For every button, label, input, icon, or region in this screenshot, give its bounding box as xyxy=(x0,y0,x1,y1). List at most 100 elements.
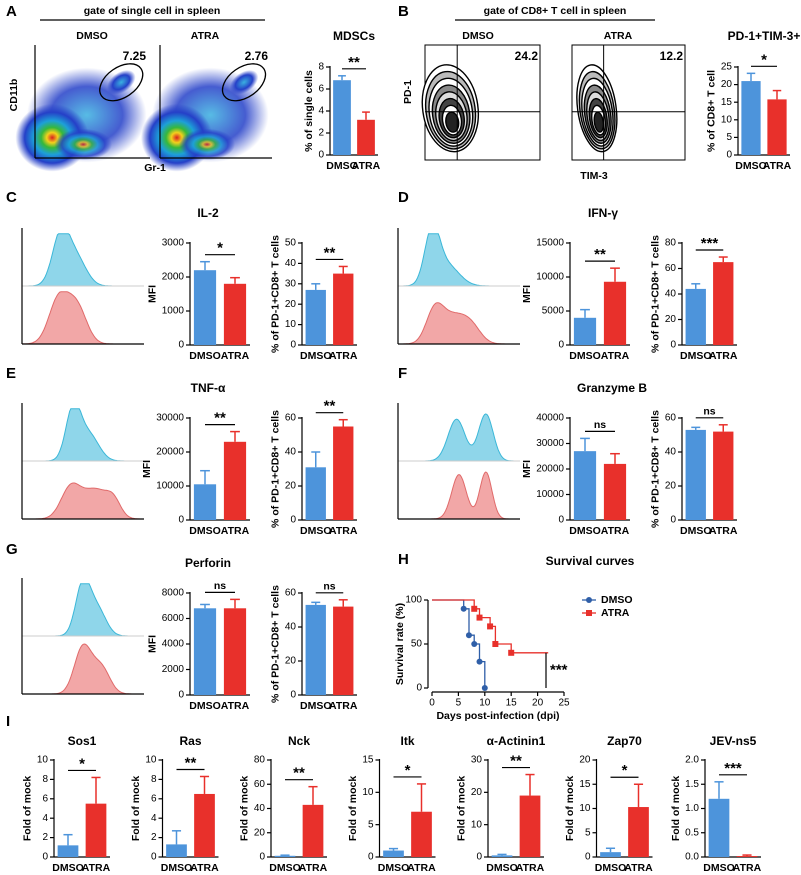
error-bar xyxy=(610,267,620,282)
chart-title: α-Actinin1 xyxy=(487,734,546,748)
histogram-title: IL-2 xyxy=(197,206,219,220)
error-bar xyxy=(388,847,399,851)
histogram-title: IFN-γ xyxy=(588,206,618,220)
y-tick-label: 100 xyxy=(405,595,422,606)
significance-label: *** xyxy=(701,235,719,252)
bar xyxy=(223,441,247,520)
panel-letter: G xyxy=(6,541,18,558)
significance-label: ** xyxy=(324,398,336,415)
error-bar xyxy=(311,283,321,290)
x-tick-label: ATRA xyxy=(221,525,250,537)
error-bar xyxy=(605,847,616,853)
error-bar xyxy=(742,854,752,857)
x-tick-label: ATRA xyxy=(329,525,358,537)
x-tick-label: ATRA xyxy=(733,862,762,874)
y-tick-label: 20 xyxy=(285,299,297,310)
y-axis-label: MFI xyxy=(141,460,153,478)
y-tick-label: 30000 xyxy=(156,413,184,424)
bar xyxy=(193,608,217,695)
chart-title: MDSCs xyxy=(333,29,375,43)
y-axis-label: Survival rate (%) xyxy=(394,603,406,685)
y-tick-label: 1000 xyxy=(162,306,185,317)
y-tick-label: 1.0 xyxy=(685,803,699,814)
x-tick-label: DMSO xyxy=(189,350,221,362)
y-tick-label: 4 xyxy=(151,813,157,824)
chart-title: JEV-ns5 xyxy=(710,734,757,748)
bar xyxy=(357,119,375,155)
error-bar xyxy=(338,418,348,427)
y-tick-label: 0 xyxy=(416,683,422,694)
y-axis-label: Fold of mock xyxy=(564,776,576,841)
x-tick-label: DMSO xyxy=(300,350,332,362)
y-tick-label: 0 xyxy=(42,852,48,863)
y-tick-label: 2000 xyxy=(162,272,185,283)
y-tick-label: 40 xyxy=(285,447,297,458)
y-tick-label: 0 xyxy=(151,852,157,863)
y-tick-label: 4 xyxy=(318,106,324,117)
marker xyxy=(465,632,472,639)
significance-label: ** xyxy=(348,54,360,71)
y-axis-label: % of PD-1+CD8+ T cells xyxy=(650,410,662,528)
significance-label: ** xyxy=(324,244,336,261)
group-label: DMSO xyxy=(76,30,108,42)
gate-percent: 12.2 xyxy=(660,49,684,63)
gate-percent: 7.25 xyxy=(123,49,147,63)
y-tick-label: 4000 xyxy=(162,639,185,650)
bar xyxy=(166,844,187,857)
y-tick-label: 0 xyxy=(318,150,324,161)
y-tick-label: 0 xyxy=(670,340,676,351)
y-tick-label: 60 xyxy=(665,263,677,274)
bar xyxy=(708,798,730,857)
y-axis-label: MFI xyxy=(147,635,159,653)
y-tick-label: 0 xyxy=(558,340,564,351)
error-bar xyxy=(230,276,240,284)
y-axis-label: Fold of mock xyxy=(239,776,251,841)
y-tick-label: 8000 xyxy=(162,588,185,599)
cell-core xyxy=(179,128,236,161)
x-tick-label: ATRA xyxy=(709,350,738,362)
bar xyxy=(767,99,787,155)
x-tick-label: DMSO xyxy=(680,350,712,362)
bar xyxy=(305,604,326,695)
y-tick-label: 5 xyxy=(368,819,374,830)
y-tick-label: 15000 xyxy=(536,238,564,249)
significance-label: *** xyxy=(724,760,742,777)
group-label: DMSO xyxy=(462,30,494,42)
y-tick-label: 5000 xyxy=(542,306,565,317)
bar xyxy=(223,608,247,695)
x-tick-label: DMSO xyxy=(326,160,358,172)
y-tick-label: 0 xyxy=(178,515,184,526)
x-tick-label: ATRA xyxy=(763,160,792,172)
error-bar xyxy=(633,783,644,808)
panel-letter: E xyxy=(6,365,16,382)
y-tick-label: 20 xyxy=(285,656,297,667)
legend-label: ATRA xyxy=(601,607,630,619)
y-axis-label: MFI xyxy=(147,285,159,303)
x-tick-label: ATRA xyxy=(516,862,545,874)
y-tick-label: 10000 xyxy=(536,489,564,500)
bar xyxy=(333,606,354,695)
y-tick-label: 2 xyxy=(42,832,48,843)
y-tick-label: 0 xyxy=(726,150,732,161)
bar xyxy=(193,270,217,345)
gate-title: gate of CD8+ T cell in spleen xyxy=(484,5,627,17)
y-tick-label: 15 xyxy=(362,755,374,766)
x-tick-label: DMSO xyxy=(161,862,193,874)
y-tick-label: 0 xyxy=(290,690,296,701)
y-tick-label: 50 xyxy=(411,639,423,650)
x-tick-label: DMSO xyxy=(595,862,627,874)
y-tick-label: 0.5 xyxy=(685,827,699,838)
bar xyxy=(603,463,627,520)
y-tick-label: 10 xyxy=(37,755,49,766)
chart-title: Sos1 xyxy=(68,734,97,748)
significance-label: ns xyxy=(594,419,606,431)
x-tick-label: 0 xyxy=(429,698,435,709)
y-tick-label: 10 xyxy=(145,755,157,766)
chart-title: Ras xyxy=(179,734,201,748)
y-axis-label: Fold of mock xyxy=(22,776,34,841)
error-bar xyxy=(338,599,348,607)
x-tick-label: ATRA xyxy=(190,862,219,874)
y-tick-label: 0 xyxy=(670,515,676,526)
error-bar xyxy=(338,265,348,274)
